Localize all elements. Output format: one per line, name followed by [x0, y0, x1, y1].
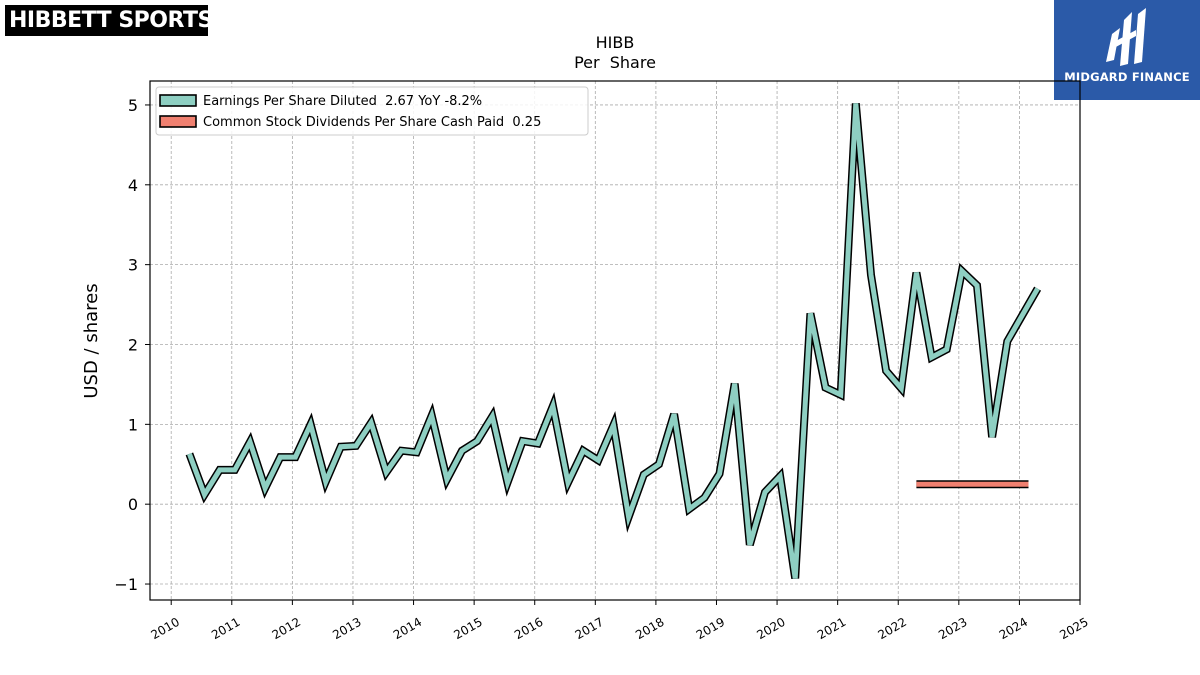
x-tick-label: 2022: [876, 615, 909, 642]
ticks: 2010 2011 2012 2013 2014 2015 2016 2017 2018 2019…: [114, 96, 1090, 642]
eps-line: [187, 103, 1040, 579]
legend-label-eps: Earnings Per Share Diluted 2.67 YoY -8.2…: [203, 94, 482, 109]
hibbett-sports-logo: HIBBETT SPORTS®: [5, 5, 223, 36]
publisher-name: MIDGARD FINANCE: [1064, 70, 1190, 84]
legend-swatch-eps: [159, 94, 197, 107]
x-tick-label: 2013: [330, 615, 363, 642]
y-tick-label: 1: [128, 415, 138, 434]
chart-subtitle: Per Share: [574, 53, 656, 72]
y-tick-label: 5: [128, 96, 138, 115]
x-tick-label: 2015: [451, 615, 484, 642]
x-tick-label: 2020: [754, 615, 787, 642]
y-tick-label: 3: [128, 256, 138, 275]
grid: [150, 81, 1080, 600]
x-tick-label: 2010: [148, 615, 181, 642]
x-tick-label: 2023: [936, 615, 969, 642]
y-tick-label: 2: [128, 335, 138, 354]
x-tick-label: 2017: [573, 615, 606, 642]
legend: Earnings Per Share Diluted 2.67 YoY -8.2…: [155, 86, 589, 136]
x-tick-label: 2019: [694, 615, 727, 642]
x-tick-label: 2018: [633, 615, 666, 642]
y-tick-label: 4: [128, 176, 138, 195]
y-axis-label: USD / shares: [81, 283, 102, 398]
y-tick-label: 0: [128, 495, 138, 514]
plot-frame: [149, 80, 1081, 601]
y-tick-label: −1: [114, 575, 138, 594]
midgard-logo-icon: [1106, 8, 1146, 66]
legend-box: [155, 86, 589, 136]
brand-name: HIBBETT SPORTS: [9, 8, 213, 33]
x-tick-label: 2021: [815, 615, 848, 642]
x-tick-label: 2016: [512, 615, 545, 642]
series-layer: [185, 103, 1042, 579]
legend-label-dividends: Common Stock Dividends Per Share Cash Pa…: [203, 115, 541, 130]
chart-title: HIBB: [596, 33, 635, 52]
registered-mark: ®: [212, 6, 223, 17]
eps-line-outline: [185, 103, 1042, 579]
x-tick-label: 2012: [270, 615, 303, 642]
x-tick-label: 2024: [997, 615, 1030, 642]
x-tick-label: 2025: [1057, 615, 1090, 642]
x-tick-label: 2014: [391, 615, 424, 642]
midgard-finance-logo: MIDGARD FINANCE: [1054, 0, 1200, 100]
x-tick-label: 2011: [209, 615, 242, 642]
legend-swatch-dividends: [159, 115, 197, 128]
